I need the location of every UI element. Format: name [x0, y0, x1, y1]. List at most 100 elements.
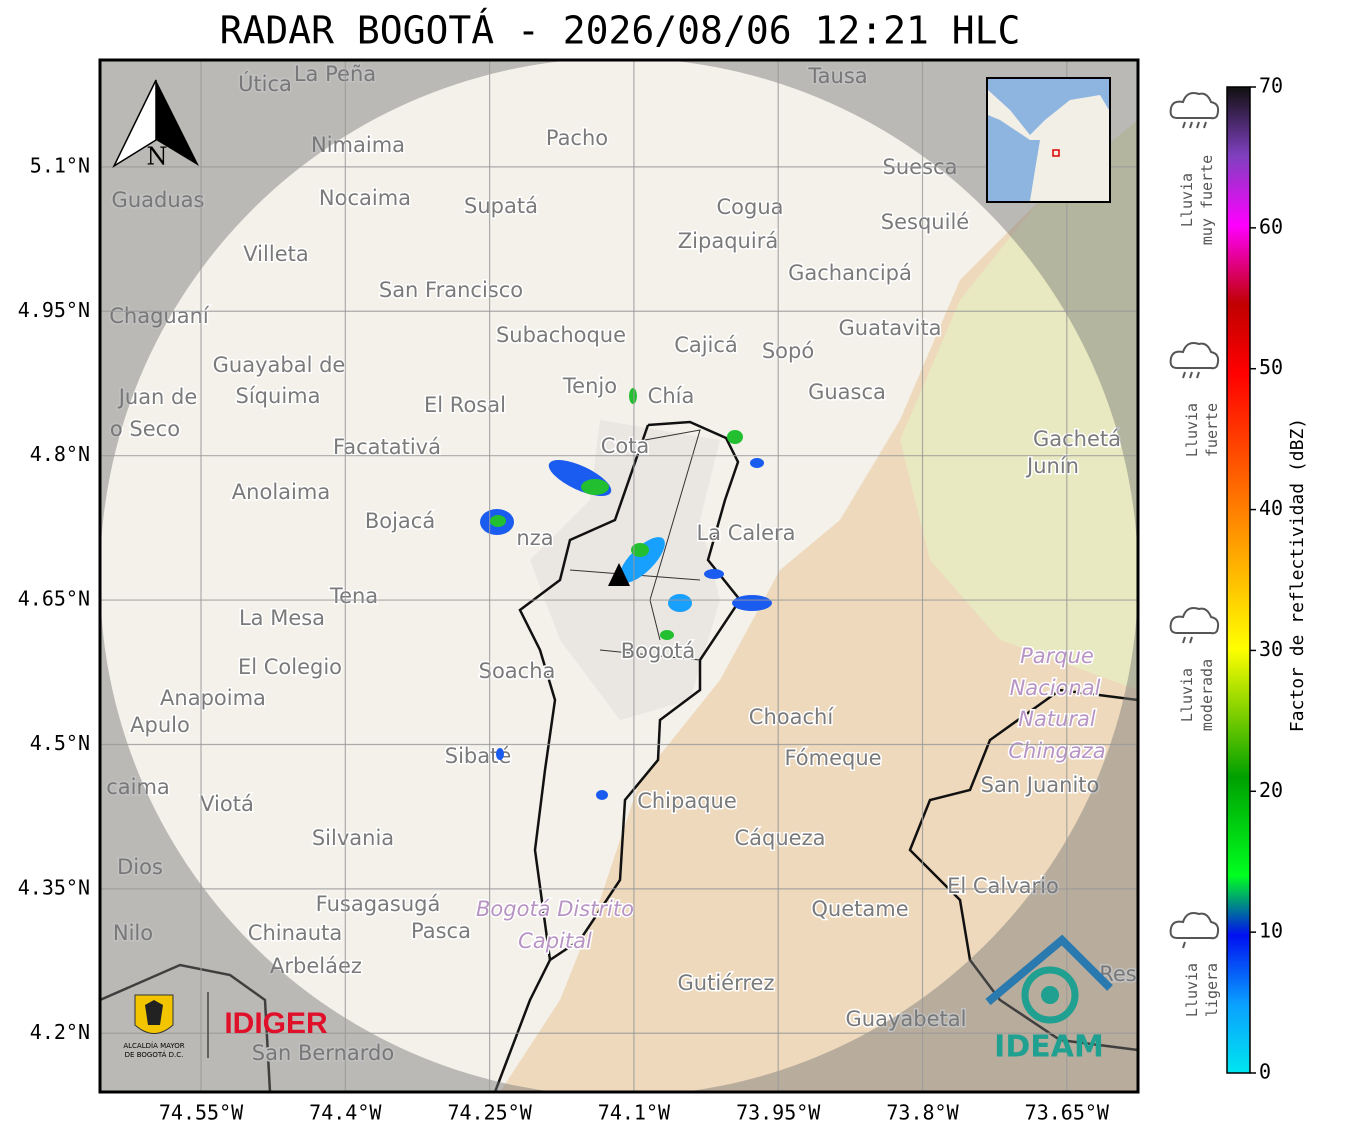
- boundary: [100, 963, 272, 1092]
- place-label: Anapoima: [160, 686, 266, 710]
- colorbar-tick-label: 30: [1259, 637, 1283, 661]
- place-label: Guasca: [808, 380, 886, 404]
- colorbar-tick-label: 20: [1259, 778, 1283, 802]
- place-label: Síquima: [236, 384, 321, 408]
- radar-echoes: [480, 388, 772, 800]
- inset-map: [986, 77, 1111, 203]
- rain-level-label: ligera: [1203, 963, 1221, 1017]
- y-tick-label: 4.8°N: [30, 442, 90, 466]
- radar-site: [608, 563, 630, 586]
- place-label: El Colegio: [238, 655, 342, 679]
- x-tick-label: 73.8°W: [886, 1101, 959, 1125]
- north-label: N: [147, 143, 168, 171]
- place-label: Chía: [648, 384, 695, 408]
- drop: [1203, 121, 1207, 129]
- drop: [1196, 121, 1200, 129]
- place-label: Bogotá: [621, 639, 696, 663]
- place-label: Guayabetal: [846, 1007, 967, 1031]
- y-tick-label: 4.2°N: [30, 1020, 90, 1044]
- colorbar-tick-label: 0: [1259, 1060, 1271, 1084]
- colorbar-tick-label: 50: [1259, 355, 1283, 379]
- place-label: Cajicá: [674, 333, 738, 357]
- drop: [1182, 121, 1186, 129]
- rain-level-label: Lluvia: [1178, 173, 1196, 227]
- place-label: Útica: [238, 71, 292, 96]
- rain-level-label: Lluvia: [1183, 403, 1201, 457]
- logo-text: DE BOGOTÁ D.C.: [125, 1050, 184, 1059]
- place-label: Cáqueza: [735, 826, 826, 850]
- place-label: Quetame: [811, 897, 908, 921]
- place-label: Chipaque: [637, 789, 737, 813]
- x-tick-label: 73.95°W: [736, 1101, 821, 1125]
- rain-icon: [1169, 607, 1220, 644]
- boundary: [493, 420, 742, 1092]
- place-label: Pasca: [411, 919, 471, 943]
- place-label: Supatá: [464, 194, 538, 218]
- place-label: El Calvario: [947, 874, 1059, 898]
- rain-icon: [1169, 92, 1220, 129]
- place-label: Tausa: [807, 64, 867, 88]
- cloud: [1169, 92, 1220, 120]
- rain-level-label: muy fuerte: [1198, 155, 1216, 245]
- cloud: [1169, 607, 1220, 635]
- place-label: Facatativá: [333, 435, 441, 459]
- colorbar-tick-label: 10: [1259, 919, 1283, 943]
- y-tick-label: 4.35°N: [18, 875, 90, 899]
- cloud: [1169, 342, 1220, 370]
- x-tick-label: 73.65°W: [1025, 1101, 1110, 1125]
- place-label: Pacho: [546, 126, 608, 150]
- place-label: Nimaima: [311, 133, 405, 157]
- place-label: Junín: [1025, 454, 1079, 478]
- place-label: Guayabal de: [213, 353, 346, 377]
- place-label: Fusagasugá: [316, 892, 441, 916]
- place-label: Gachetá: [1033, 427, 1121, 451]
- place-label: Gutiérrez: [678, 971, 775, 995]
- place-label: nza: [516, 526, 553, 550]
- rain-level-label: fuerte: [1203, 403, 1221, 457]
- place-label: caima: [106, 775, 170, 799]
- place-label: La Mesa: [239, 606, 325, 630]
- place-label: Villeta: [243, 242, 308, 266]
- drop: [1196, 371, 1200, 379]
- place-label: Juan de: [117, 385, 198, 409]
- place-label: Sesquilé: [881, 210, 969, 234]
- colorbar-tick-label: 70: [1259, 74, 1283, 98]
- place-label: Tenjo: [562, 374, 617, 398]
- place-label: Apulo: [130, 713, 190, 737]
- place-label: Tena: [329, 584, 378, 608]
- drop: [1189, 371, 1193, 379]
- place-label: Zipaquirá: [678, 229, 778, 253]
- park-label: Bogotá Distrito: [476, 897, 634, 921]
- place-label: Arbeláez: [270, 954, 362, 978]
- logo-ideam-text: IDEAM: [994, 1030, 1104, 1065]
- y-tick-label: 4.95°N: [18, 298, 90, 322]
- colorbar: [1226, 86, 1251, 1074]
- place-label: La Peña: [294, 62, 376, 86]
- drop: [1189, 121, 1193, 129]
- place-label: Guaduas: [112, 188, 205, 212]
- place-label: o Seco: [110, 417, 180, 441]
- logo-bogota: ALCALDÍA MAYOR DE BOGOTÁ D.C. IDIGER: [123, 992, 328, 1059]
- logo-idiger: IDIGER: [224, 1007, 328, 1040]
- rain-icon: [1169, 342, 1220, 379]
- place-label: Guatavita: [839, 316, 942, 340]
- rain-level-label: Lluvia: [1183, 963, 1201, 1017]
- place-label: San Juanito: [981, 773, 1100, 797]
- colorbar-tick-label: 60: [1259, 214, 1283, 238]
- place-label: Choachí: [749, 705, 835, 729]
- rain-icon: [1169, 912, 1220, 949]
- drop: [1182, 371, 1186, 379]
- colorbar-label: Factor de reflectividad (dBZ): [1287, 418, 1308, 732]
- rain-level-label: Lluvia: [1178, 668, 1196, 722]
- place-label: Gachancipá: [788, 261, 912, 285]
- boundary: [518, 424, 650, 961]
- rain-level-label: moderada: [1198, 659, 1216, 731]
- park-label: Chingaza: [1008, 739, 1105, 763]
- forest: [900, 120, 1138, 690]
- place-label: Chaguaní: [109, 304, 210, 328]
- place-label: Chinauta: [248, 921, 342, 945]
- place-label: Cota: [601, 434, 650, 458]
- place-label: Subachoque: [496, 323, 626, 347]
